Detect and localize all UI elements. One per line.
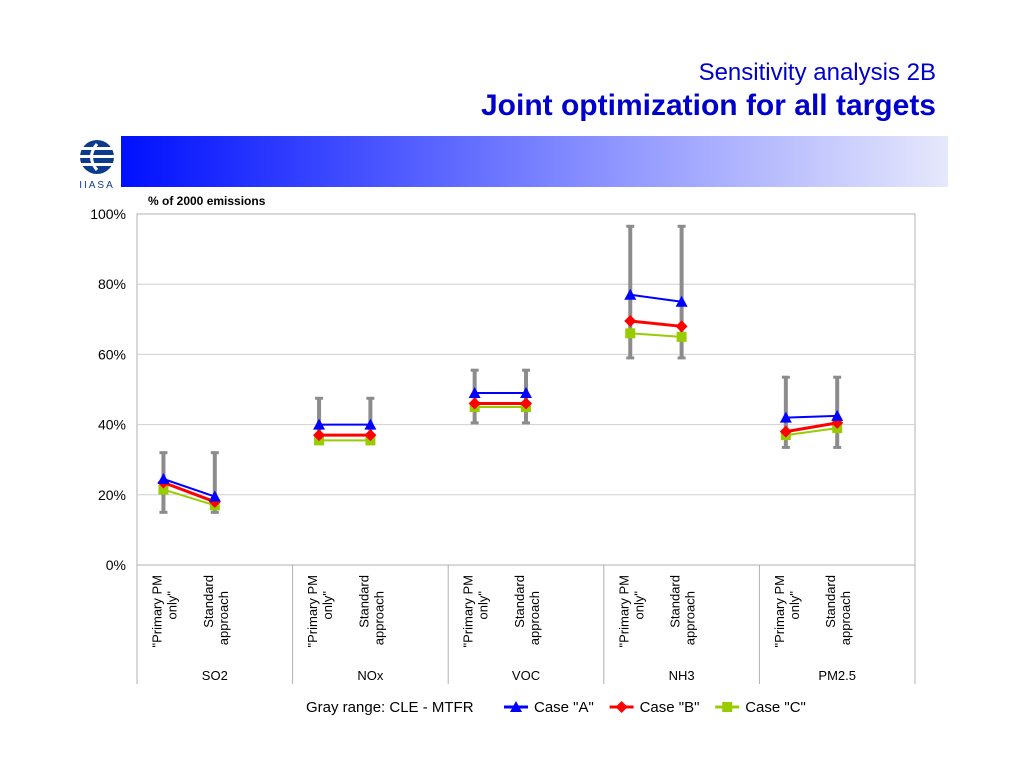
group-label: PM2.5 <box>818 668 856 683</box>
series-line-triangle <box>630 293 682 303</box>
y-tick-label: 100% <box>90 206 126 222</box>
group-label: VOC <box>512 668 540 683</box>
data-point-triangle <box>831 409 844 421</box>
y-tick-label: 60% <box>98 346 126 362</box>
y-axis-label: % of 2000 emissions <box>148 194 266 208</box>
slide-title-line1: Sensitivity analysis 2B <box>698 59 936 86</box>
data-point-square <box>625 328 636 339</box>
x-tick-label: Standardapproach <box>823 575 853 645</box>
legend-marker-diamond <box>615 701 628 713</box>
data-point-triangle <box>520 387 532 399</box>
series-line-square <box>630 332 682 338</box>
legend-marker-square <box>722 702 733 712</box>
group-label: SO2 <box>202 668 228 683</box>
series-line-diamond <box>785 421 838 434</box>
data-point-triangle <box>157 473 170 485</box>
data-point-triangle <box>675 295 688 307</box>
series-line-triangle <box>785 414 838 419</box>
data-point-triangle <box>624 288 637 300</box>
legend-label: Case "B" <box>640 699 700 716</box>
x-tick-label: "Primary PMonly" <box>772 575 802 648</box>
y-tick-label: 40% <box>98 417 126 433</box>
x-tick-label: Standardapproach <box>201 575 231 645</box>
title-banner <box>121 136 948 187</box>
y-tick-label: 0% <box>106 557 126 573</box>
data-point-square <box>158 484 169 495</box>
data-point-diamond <box>468 397 481 410</box>
x-tick-label: Standardapproach <box>668 575 698 645</box>
legend-range-label: Gray range: CLE - MTFR <box>306 699 474 716</box>
data-point-diamond <box>675 320 688 333</box>
x-tick-label: Standardapproach <box>356 575 386 645</box>
x-tick-label: "Primary PMonly" <box>461 575 491 648</box>
y-tick-label: 20% <box>98 487 126 503</box>
data-point-triangle <box>468 387 481 399</box>
data-point-triangle <box>779 411 792 423</box>
legend-label: Case "A" <box>534 699 594 716</box>
iiasa-logo: IIASA <box>79 140 115 190</box>
iiasa-logo-text: IIASA <box>79 180 115 190</box>
legend-marker-triangle <box>510 701 522 712</box>
series-line-square <box>785 427 838 437</box>
group-label: NH3 <box>669 668 695 683</box>
series-line-diamond <box>630 319 682 328</box>
data-point-diamond <box>779 425 792 438</box>
group-label: NOx <box>357 668 384 683</box>
x-tick-label: Standardapproach <box>512 575 542 645</box>
y-tick-label: 80% <box>98 276 126 292</box>
data-point-triangle <box>208 490 221 502</box>
data-point-triangle <box>313 418 326 430</box>
slide-title: Sensitivity analysis 2B Joint optimizati… <box>481 58 936 124</box>
legend-label: Case "C" <box>745 699 806 716</box>
series-line-triangle <box>163 478 216 498</box>
slide-title-line2: Joint optimization for all targets <box>480 89 936 122</box>
data-point-triangle <box>364 418 377 430</box>
data-point-diamond <box>520 397 532 410</box>
x-tick-label: "Primary PMonly" <box>305 575 335 648</box>
data-point-diamond <box>364 429 377 442</box>
data-point-diamond <box>313 429 326 442</box>
data-point-diamond <box>624 315 637 328</box>
data-point-square <box>676 331 687 342</box>
series-line-diamond <box>162 481 216 504</box>
series-line-square <box>163 488 216 507</box>
x-tick-label: "Primary PMonly" <box>616 575 646 648</box>
x-tick-label: "Primary PMonly" <box>149 575 179 648</box>
